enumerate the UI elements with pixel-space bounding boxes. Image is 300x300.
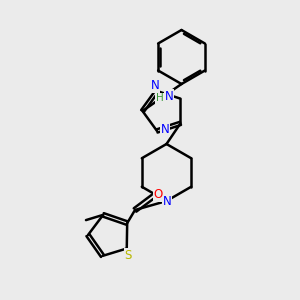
Text: N: N <box>161 123 170 136</box>
Text: O: O <box>154 188 163 202</box>
Text: H: H <box>156 93 164 103</box>
Text: N: N <box>165 90 173 103</box>
Text: S: S <box>124 249 132 262</box>
Text: N: N <box>151 80 159 92</box>
Text: N: N <box>163 195 172 208</box>
